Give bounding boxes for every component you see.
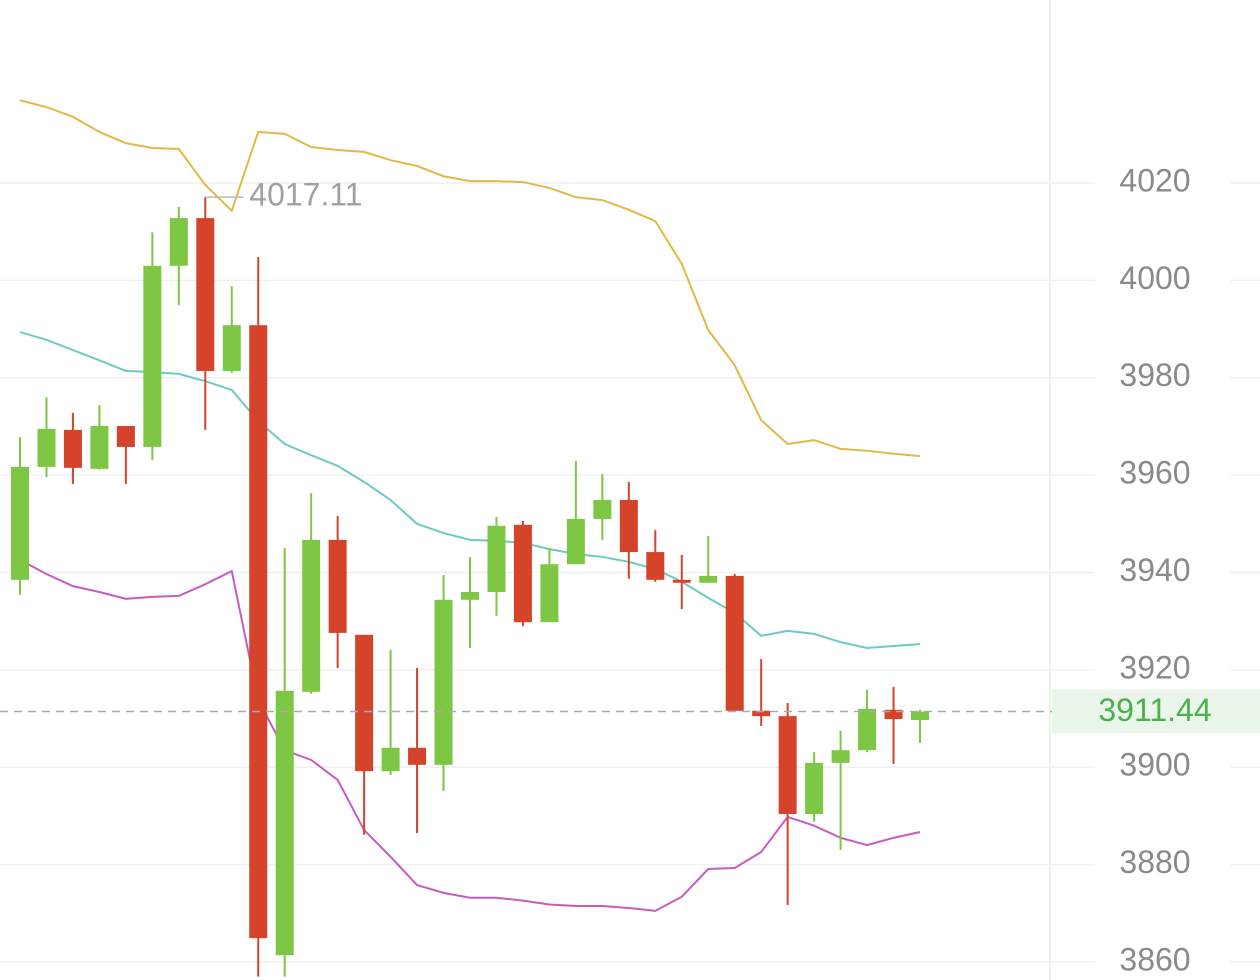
- candle-body: [275, 690, 294, 956]
- candle-body: [513, 524, 532, 623]
- y-tick-label: 4000: [1119, 260, 1190, 296]
- candle-body: [355, 634, 374, 772]
- candle-body: [911, 711, 929, 721]
- candle-body: [593, 499, 612, 519]
- candle-body: [328, 539, 347, 633]
- candle-body: [487, 525, 506, 592]
- y-tick-label: 3880: [1119, 844, 1190, 880]
- candle-body: [805, 762, 824, 814]
- candle-body: [37, 428, 56, 467]
- band-line: [19, 99, 921, 458]
- candle-body: [540, 564, 559, 623]
- candle-body: [858, 708, 877, 751]
- candle-body: [831, 750, 850, 763]
- candle-body: [222, 325, 241, 371]
- y-tick-label: 3900: [1119, 747, 1190, 783]
- candle-body: [169, 218, 188, 266]
- candle-body: [381, 747, 400, 772]
- y-tick-label: 3860: [1119, 941, 1190, 977]
- candle-body: [116, 425, 135, 447]
- band-line: [19, 331, 921, 649]
- candle-body: [408, 747, 427, 765]
- y-tick-label: 3920: [1119, 649, 1190, 685]
- candle-body: [461, 591, 479, 600]
- candle-body: [778, 716, 797, 814]
- candle-body: [196, 218, 215, 371]
- candle-body: [725, 575, 744, 711]
- candle-body: [302, 539, 321, 692]
- max-label: 4017.11: [249, 177, 362, 213]
- candle-body: [672, 579, 691, 583]
- candle-body: [11, 466, 29, 580]
- candle-body: [249, 325, 268, 939]
- candle-body: [566, 518, 585, 565]
- last-price-label: 3911.44: [1098, 692, 1211, 728]
- candle-body: [884, 709, 903, 720]
- candle-body: [752, 710, 771, 717]
- candle-body: [90, 425, 109, 469]
- band-line: [19, 558, 921, 912]
- candle-body: [619, 499, 638, 553]
- y-tick-label: 3980: [1119, 357, 1190, 393]
- candle-body: [699, 575, 718, 583]
- candle-body: [63, 429, 82, 468]
- candle-body: [646, 552, 665, 580]
- y-tick-label: 3940: [1119, 552, 1190, 588]
- last-price-box: [1052, 689, 1260, 734]
- candle-body: [143, 265, 162, 447]
- y-tick-label: 3960: [1119, 455, 1190, 491]
- candle-body: [434, 599, 453, 765]
- y-tick-label: 4020: [1119, 163, 1190, 199]
